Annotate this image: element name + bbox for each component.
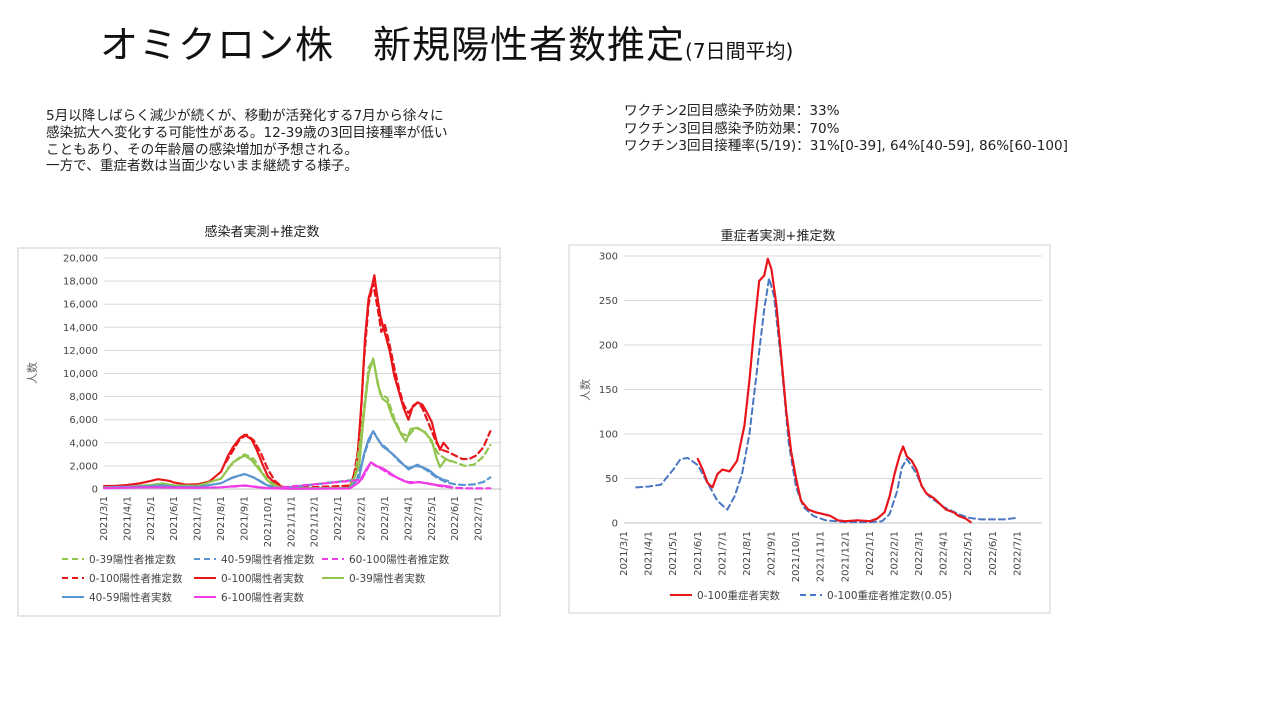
severe-chart: 重症者実測+推定数 0 50 100 150 200 250 300 人数 2021/3/1 202… xyxy=(568,228,1051,614)
severe-chart-container: 重症者実測+推定数 0 50 100 150 200 250 300 人数 2021/3/1 202… xyxy=(562,222,1056,616)
x-tick-label: 2022/5/1 xyxy=(427,496,438,541)
series-line xyxy=(224,282,492,490)
legend-label: 0-100重症者実数 xyxy=(697,589,781,602)
legend-label: 0-100陽性者実数 xyxy=(221,572,305,585)
y-tick-label: 20,000 xyxy=(63,254,98,265)
y-tick-label: 100 xyxy=(599,430,618,441)
y-tick-label: 2,000 xyxy=(69,461,98,472)
x-tick-label: 2022/7/1 xyxy=(474,496,485,541)
x-tick-label: 2021/9/1 xyxy=(239,496,250,541)
x-tick-label: 2022/6/1 xyxy=(988,531,999,576)
x-tick-label: 2022/1/1 xyxy=(865,531,876,576)
x-tick-label: 2022/4/1 xyxy=(939,531,950,576)
note-line: 一方で、重症者数は当面少ないまま継続する様子。 xyxy=(46,158,359,175)
y-tick-label: 150 xyxy=(599,385,618,396)
y-tick-label: 18,000 xyxy=(63,277,98,288)
x-tick-label: 2021/6/1 xyxy=(693,531,704,576)
x-tick-label: 2021/3/1 xyxy=(619,531,630,576)
legend-label: 40-59陽性者推定数 xyxy=(221,553,315,566)
y-tick-label: 16,000 xyxy=(63,300,98,311)
vaccine-efficacy-info: ワクチン2回目感染予防効果：33% ワクチン3回目感染予防効果：70% ワクチン… xyxy=(624,103,1068,156)
legend-label: 0-100陽性者推定数 xyxy=(89,572,183,585)
x-tick-label: 2021/11/1 xyxy=(286,496,297,547)
x-tick-label: 2021/10/1 xyxy=(263,496,274,547)
y-tick-label: 12,000 xyxy=(63,346,98,357)
infections-chart-container: 感染者実測+推定数 0 2,000 4,000 6,000 8,000 10,000 12,0… xyxy=(12,218,504,622)
vaccine-info-line: ワクチン2回目感染予防効果：33% xyxy=(624,103,840,119)
y-tick-label: 50 xyxy=(605,474,618,485)
x-tick-label: 2021/5/1 xyxy=(668,531,679,576)
chart-frame xyxy=(568,244,1051,614)
y-axis-label: 人数 xyxy=(26,362,39,384)
note-line: こともあり、その年齢層の感染増加が予想される。 xyxy=(46,141,359,158)
legend-label: 0-100重症者推定数(0.05) xyxy=(827,589,952,602)
y-tick-label: 300 xyxy=(599,252,618,263)
x-tick-label: 2021/3/1 xyxy=(99,496,110,541)
chart-title: 感染者実測+推定数 xyxy=(205,224,320,240)
series-line xyxy=(229,430,492,490)
y-tick-label: 14,000 xyxy=(63,323,98,334)
x-tick-label: 2022/6/1 xyxy=(450,496,461,541)
x-tick-label: 2021/7/1 xyxy=(717,531,728,576)
x-tick-label: 2022/2/1 xyxy=(357,496,368,541)
x-tick-label: 2021/7/1 xyxy=(193,496,204,541)
x-tick-label: 2021/10/1 xyxy=(791,531,802,582)
series-line xyxy=(696,257,972,524)
y-tick-label: 8,000 xyxy=(69,392,98,403)
y-tick-label: 200 xyxy=(599,341,618,352)
y-tick-label: 10,000 xyxy=(63,369,98,380)
y-tick-label: 250 xyxy=(599,296,618,307)
y-tick-label: 0 xyxy=(612,519,618,530)
series-line xyxy=(102,430,450,490)
legend-label: 60-100陽性者推定数 xyxy=(349,553,450,566)
x-tick-label: 2022/1/1 xyxy=(333,496,344,541)
x-tick-label: 2021/4/1 xyxy=(122,496,133,541)
y-tick-label: 6,000 xyxy=(69,415,98,426)
x-tick-label: 2022/7/1 xyxy=(1012,531,1023,576)
legend-label: 0-39陽性者実数 xyxy=(349,572,426,585)
y-tick-label: 0 xyxy=(92,485,98,496)
legend-label: 0-39陽性者推定数 xyxy=(89,553,176,566)
series-line xyxy=(231,461,492,490)
page-title-sub: (7日間平均) xyxy=(685,39,794,63)
x-tick-label: 2021/4/1 xyxy=(644,531,655,576)
x-tick-label: 2021/8/1 xyxy=(216,496,227,541)
x-tick-label: 2022/4/1 xyxy=(403,496,414,541)
x-tick-label: 2022/5/1 xyxy=(963,531,974,576)
y-axis-label: 人数 xyxy=(579,379,592,401)
y-tick-label: 4,000 xyxy=(69,438,98,449)
x-tick-label: 2021/8/1 xyxy=(742,531,753,576)
x-tick-label: 2022/2/1 xyxy=(889,531,900,576)
page-title-main: オミクロン株 新規陽性者数推定 xyxy=(100,23,686,67)
legend-label: 40-59陽性者実数 xyxy=(89,591,173,604)
x-tick-label: 2021/5/1 xyxy=(146,496,157,541)
infections-chart: 感染者実測+推定数 0 2,000 4,000 6,000 8,000 10,000 12,0… xyxy=(17,224,502,617)
x-tick-label: 2021/12/1 xyxy=(840,531,851,582)
forecast-notes: 5月以降しばらく減少が続くが、移動が活発化する7月から徐々に 感染拡大へ変化する… xyxy=(46,108,448,175)
note-line: 5月以降しばらく減少が続くが、移動が活発化する7月から徐々に xyxy=(46,108,444,124)
x-tick-label: 2021/9/1 xyxy=(767,531,778,576)
x-tick-label: 2021/12/1 xyxy=(310,496,321,547)
note-line: 感染拡大へ変化する可能性がある。12-39歳の3回目接種率が低い xyxy=(46,124,448,141)
x-tick-label: 2022/3/1 xyxy=(914,531,925,576)
x-tick-label: 2021/6/1 xyxy=(169,496,180,541)
chart-title: 重症者実測+推定数 xyxy=(721,228,836,244)
page-title: オミクロン株 新規陽性者数推定(7日間平均) xyxy=(100,14,793,69)
vaccine-info-line: ワクチン3回目感染予防効果：70% xyxy=(624,120,840,137)
x-tick-label: 2022/3/1 xyxy=(380,496,391,541)
chart-frame xyxy=(17,247,501,617)
x-tick-label: 2021/11/1 xyxy=(816,531,827,582)
series-line xyxy=(227,358,492,490)
legend-label: 6-100陽性者実数 xyxy=(221,591,305,604)
vaccine-info-line: ワクチン3回目接種率(5/19)：31%[0-39], 64%[40-59], … xyxy=(624,138,1068,155)
